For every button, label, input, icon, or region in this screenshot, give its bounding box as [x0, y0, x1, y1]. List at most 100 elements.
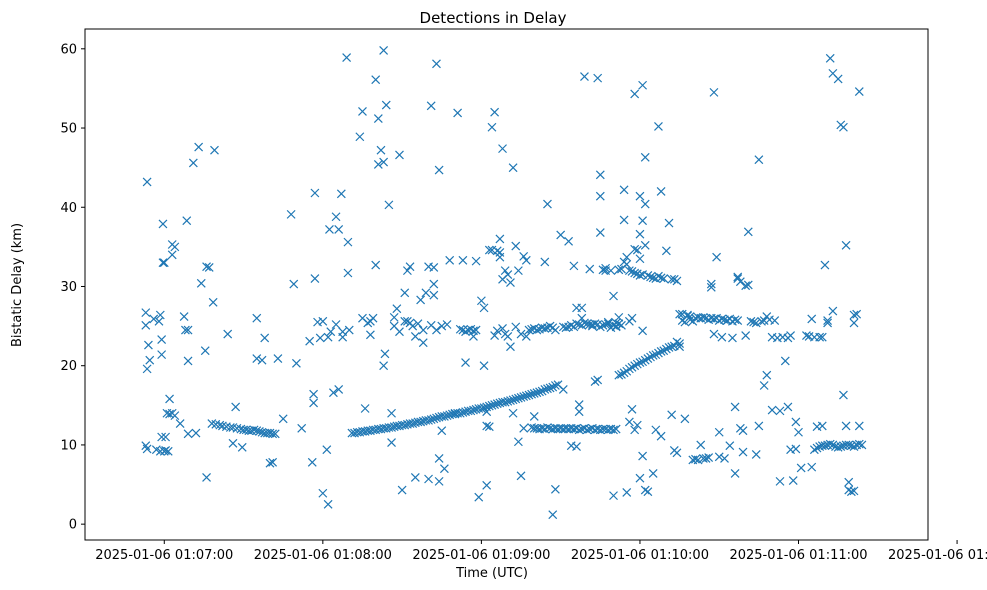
x-tick-label: 2025-01-06 01:08:00 — [254, 548, 392, 563]
detection-marker — [823, 318, 833, 328]
detection-marker — [161, 432, 171, 442]
detection-marker — [574, 425, 584, 435]
detection-marker — [564, 236, 574, 246]
detection-marker — [260, 333, 270, 343]
detection-marker — [223, 329, 233, 339]
detection-marker — [654, 122, 663, 131]
detection-marker — [400, 288, 410, 298]
detection-marker — [685, 312, 695, 322]
detection-marker — [286, 209, 296, 219]
detection-marker — [519, 423, 529, 433]
detection-marker — [836, 442, 846, 451]
detection-marker — [445, 255, 455, 265]
detection-marker — [828, 440, 838, 450]
detection-marker — [458, 408, 468, 417]
detection-marker — [380, 349, 390, 359]
detection-marker — [622, 252, 632, 262]
detection-marker — [318, 488, 328, 498]
detection-marker — [635, 191, 645, 201]
detection-marker — [307, 457, 317, 467]
detection-marker — [833, 442, 843, 452]
detection-marker — [524, 390, 534, 400]
detection-marker — [609, 491, 618, 501]
detection-marker — [410, 472, 420, 482]
detection-marker — [733, 272, 743, 282]
detection-marker — [495, 234, 505, 244]
detection-marker — [492, 326, 502, 336]
detection-marker — [617, 369, 626, 379]
detection-marker — [561, 323, 571, 333]
detection-marker — [455, 408, 465, 418]
detection-marker — [640, 355, 650, 365]
detection-marker — [508, 395, 518, 405]
detection-marker — [595, 191, 605, 201]
detection-marker — [762, 370, 772, 380]
detection-marker — [759, 381, 769, 390]
detection-marker — [614, 312, 624, 322]
detection-marker — [521, 255, 531, 265]
detection-marker — [426, 415, 436, 425]
detection-marker — [315, 333, 325, 343]
detection-marker — [622, 488, 632, 497]
detection-marker — [754, 155, 764, 165]
detection-marker — [630, 268, 640, 278]
y-tick-label: 30 — [60, 280, 77, 295]
detection-marker — [521, 331, 531, 341]
detection-marker — [392, 304, 402, 314]
detection-marker — [598, 320, 608, 330]
detection-marker — [482, 480, 492, 490]
detection-marker — [513, 393, 523, 403]
detection-marker — [609, 425, 618, 435]
detection-marker — [646, 272, 655, 282]
detection-marker — [265, 458, 275, 468]
detection-marker — [379, 45, 389, 55]
detection-marker — [844, 440, 854, 450]
detection-marker — [783, 402, 793, 412]
x-tick-label: 2025-01-06 01:09:00 — [412, 548, 550, 563]
detection-marker — [540, 324, 550, 333]
detection-marker — [815, 332, 825, 342]
detection-marker — [416, 295, 426, 305]
detection-marker — [141, 308, 151, 318]
detection-marker — [685, 315, 695, 325]
detection-marker — [325, 225, 334, 234]
y-axis: 0 10 20 30 40 50 60 — [60, 42, 85, 533]
detection-marker — [643, 354, 653, 363]
detection-marker — [479, 361, 489, 371]
detection-marker — [741, 281, 751, 291]
detection-marker — [461, 358, 470, 367]
detection-marker — [429, 263, 439, 272]
detection-marker — [529, 389, 539, 398]
detection-marker — [598, 265, 608, 275]
detection-marker — [529, 411, 539, 421]
detection-marker — [619, 368, 629, 378]
detection-marker — [664, 343, 674, 352]
detection-marker — [540, 257, 550, 267]
y-tick-label: 0 — [69, 518, 77, 533]
detection-marker — [841, 421, 851, 431]
detection-marker — [714, 452, 724, 462]
detection-marker — [257, 355, 267, 365]
detection-marker — [289, 279, 299, 289]
detection-marker — [543, 423, 552, 432]
detection-marker — [434, 165, 444, 175]
detection-marker — [524, 325, 534, 335]
detection-marker — [638, 216, 648, 226]
detection-marker — [617, 320, 626, 330]
detection-marker — [728, 333, 737, 343]
detection-marker — [334, 225, 344, 234]
y-tick-label: 10 — [60, 438, 77, 453]
detection-marker — [648, 469, 658, 478]
detection-marker — [820, 260, 830, 270]
detection-marker — [453, 108, 463, 118]
detection-marker — [516, 329, 526, 339]
detection-marker — [780, 356, 790, 366]
detection-marker — [791, 444, 801, 454]
chart-title: Detections in Delay — [420, 9, 567, 27]
detection-marker — [429, 279, 439, 289]
detection-marker — [268, 457, 278, 467]
detection-marker — [210, 145, 219, 155]
detection-marker — [696, 440, 706, 450]
detection-marker — [237, 442, 247, 452]
detection-marker — [500, 397, 510, 407]
